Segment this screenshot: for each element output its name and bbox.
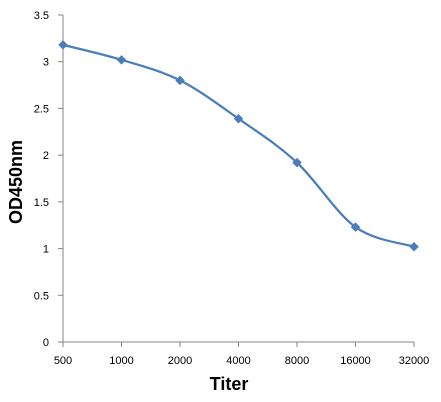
x-tick-label: 4000 [226,355,250,367]
data-point [58,40,68,50]
data-point [292,157,302,168]
y-tick-label: 1.5 [34,197,49,209]
x-tick-label: 32000 [399,355,430,367]
y-tick-label: 0.5 [34,290,49,302]
y-tick-label: 0 [43,337,49,349]
data-point [350,222,361,232]
data-point [233,113,244,124]
x-tick-label: 8000 [285,355,309,367]
x-tick-label: 500 [54,355,72,367]
y-tick-label: 2 [43,150,49,162]
y-axis-title: OD450nm [6,140,26,224]
data-point [175,75,185,86]
y-tick-label: 2.5 [34,103,49,115]
x-axis: 500 1000 2000 4000 8000 16000 32000 [54,341,430,367]
x-axis-title: Titer [210,374,249,394]
y-axis: 0 0.5 1 1.5 2 2.5 3 3.5 [34,10,64,349]
y-tick-label: 3.5 [34,10,49,22]
x-tick-label: 16000 [340,355,371,367]
x-tick-label: 1000 [109,355,133,367]
x-tick-label: 2000 [168,355,192,367]
y-tick-label: 3 [43,57,49,69]
series-group [58,40,419,252]
data-point [116,54,127,65]
data-point [409,241,419,252]
series-line [62,43,415,248]
y-tick-label: 1 [43,244,49,256]
